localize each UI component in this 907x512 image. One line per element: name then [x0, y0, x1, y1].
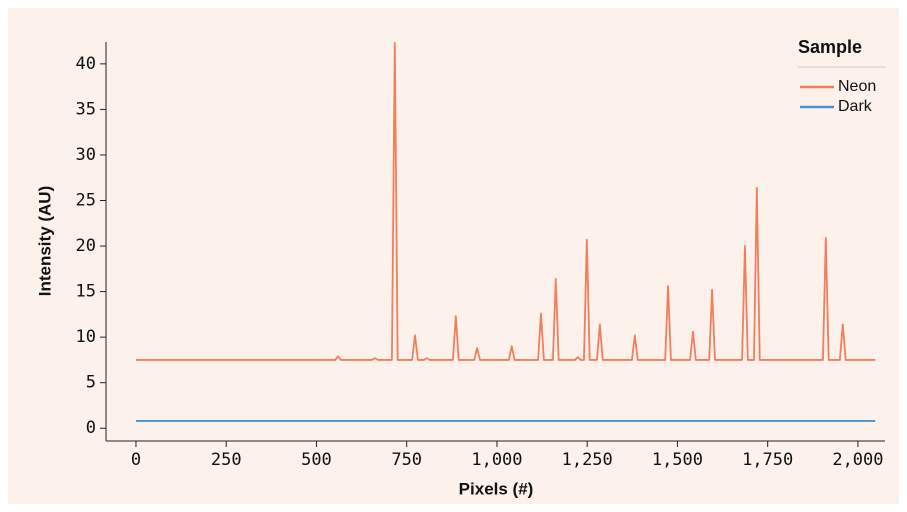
legend: Sample Neon Dark — [798, 37, 886, 115]
x-tick-label: 1,750 — [742, 450, 793, 470]
line-series — [135, 42, 876, 361]
y-tick-label: 5 — [86, 373, 96, 393]
y-tick-label: 0 — [86, 418, 96, 438]
x-tick-label: 1,500 — [652, 450, 703, 470]
y-tick-label: 35 — [76, 99, 96, 119]
x-tick-label: 250 — [211, 450, 242, 470]
y-tick-label: 40 — [76, 54, 96, 74]
x-tick-label: 0 — [131, 450, 141, 470]
x-tick-label: 750 — [391, 450, 422, 470]
x-tick-label: 500 — [301, 450, 332, 470]
y-tick-label: 25 — [76, 191, 96, 211]
x-tick-label: 1,250 — [562, 450, 613, 470]
legend-title: Sample — [798, 37, 862, 57]
x-tick-label: 2,000 — [832, 450, 883, 470]
y-axis-label: Intensity (AU) — [35, 186, 54, 297]
legend-label: Dark — [838, 98, 873, 115]
y-tick-label: 20 — [76, 236, 96, 256]
legend-label: Neon — [838, 78, 876, 95]
x-tick-label: 1,000 — [471, 450, 522, 470]
x-axis-label: Pixels (#) — [459, 479, 534, 498]
background — [8, 8, 899, 504]
y-tick-label: 10 — [76, 327, 96, 347]
y-tick-label: 30 — [76, 145, 96, 165]
y-tick-label: 15 — [76, 282, 96, 302]
